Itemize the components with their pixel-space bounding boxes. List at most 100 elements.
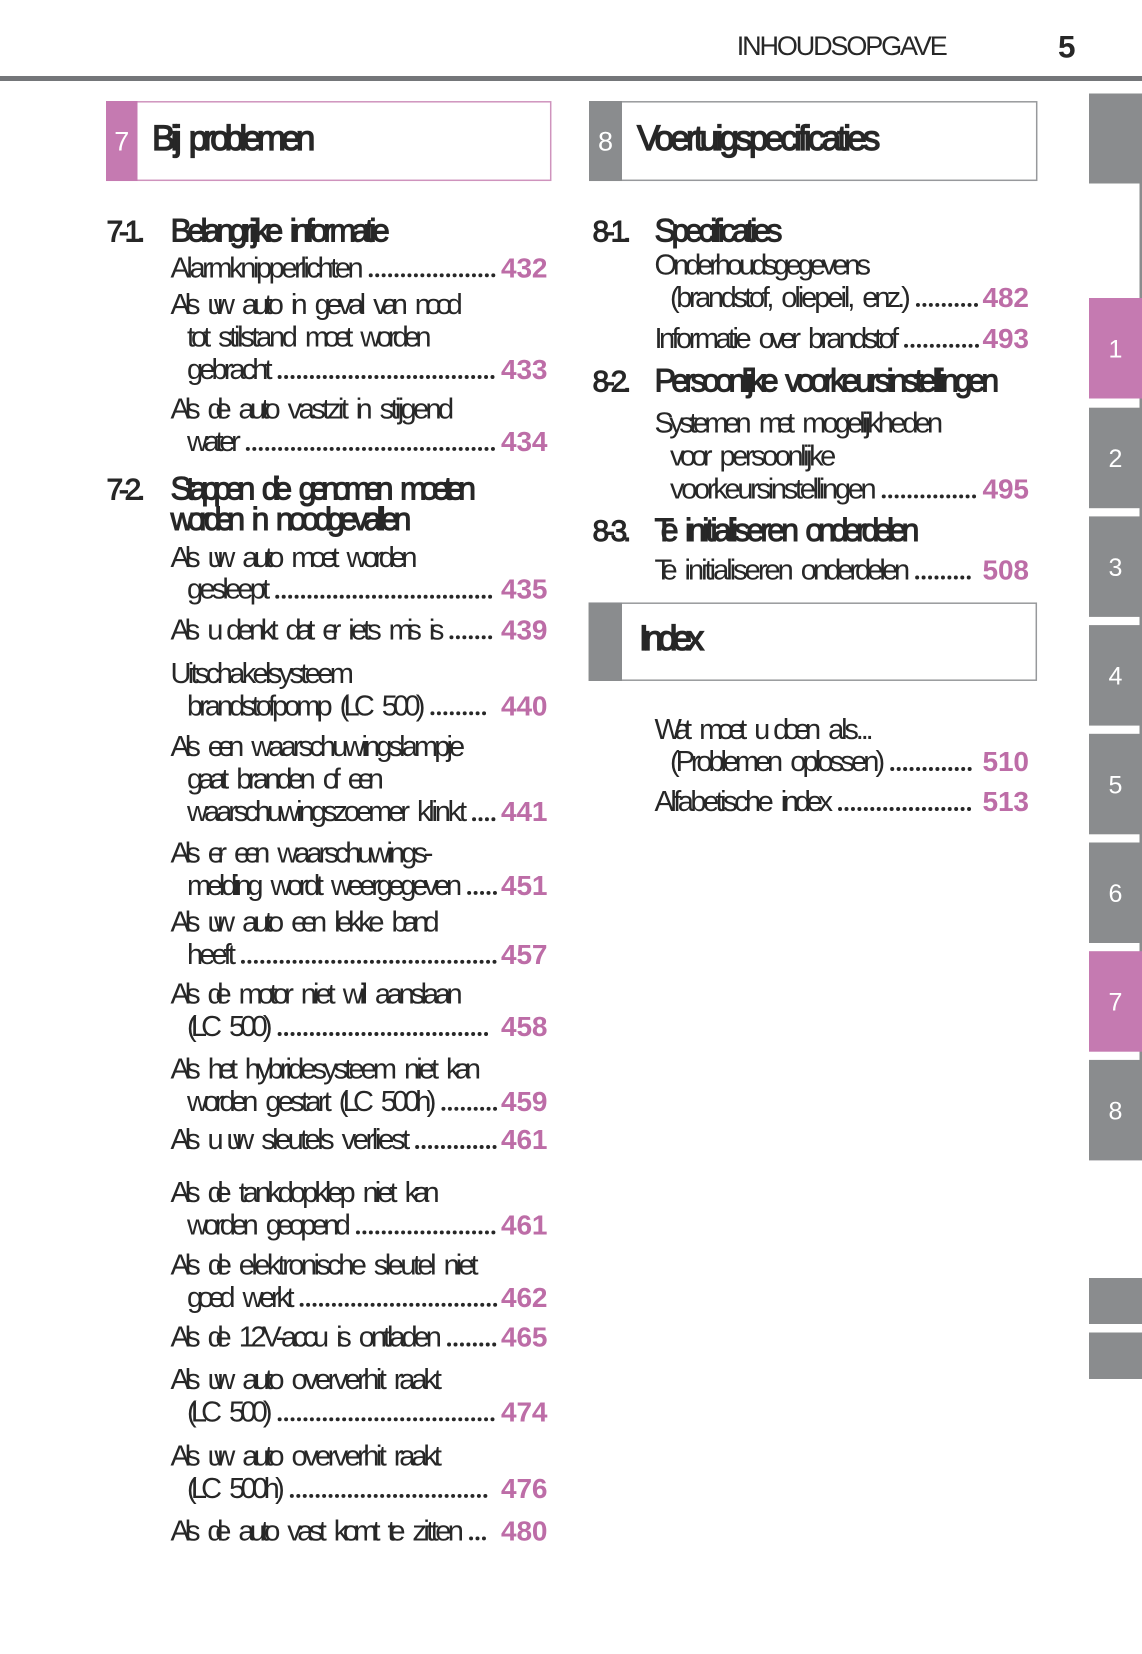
svg-text:de: de (208, 1249, 232, 1281)
svg-text:474: 474 (501, 1396, 548, 1427)
svg-text:gestart: gestart (265, 1086, 332, 1118)
svg-text:voorkeursinstellingen: voorkeursinstellingen (670, 473, 877, 505)
svg-text:raakt: raakt (394, 1440, 442, 1472)
svg-text:geval: geval (315, 289, 367, 321)
svg-text:433: 433 (501, 354, 548, 385)
svg-text:is: is (336, 1322, 352, 1354)
svg-text:aanslaan: aanslaan (375, 979, 463, 1011)
svg-text:mis: mis (389, 614, 422, 646)
svg-text:Als: Als (171, 614, 201, 646)
svg-text:worden: worden (359, 322, 431, 354)
svg-text:auto: auto (242, 289, 284, 321)
svg-text:Als: Als (171, 1515, 201, 1547)
svg-text:(Problemen: (Problemen (670, 746, 783, 778)
svg-text:Als: Als (171, 837, 201, 869)
svg-text:510: 510 (983, 746, 1030, 777)
svg-text:Als: Als (171, 1053, 201, 1085)
svg-text:440: 440 (501, 690, 548, 721)
svg-text:uw: uw (208, 542, 237, 574)
svg-text:Als: Als (171, 906, 201, 938)
svg-text:Informatie: Informatie (655, 323, 752, 355)
svg-text:12V-accu: 12V-accu (239, 1322, 330, 1354)
svg-text:geopend: geopend (266, 1209, 351, 1241)
svg-text:439: 439 (501, 614, 548, 645)
svg-text:Als: Als (171, 731, 201, 763)
svg-text:water: water (186, 426, 241, 458)
svg-text:of: of (323, 764, 342, 796)
svg-text:melding: melding (187, 870, 264, 902)
svg-text:465: 465 (501, 1322, 548, 1353)
svg-text:sleutels: sleutels (261, 1124, 334, 1156)
svg-text:verliest: verliest (342, 1124, 411, 1156)
svg-text:495: 495 (983, 473, 1030, 504)
svg-text:enz.): enz.) (862, 282, 911, 314)
svg-text:uw: uw (207, 289, 236, 321)
svg-text:(LC: (LC (187, 1396, 222, 1428)
svg-text:u: u (208, 1124, 224, 1156)
svg-text:8-2.: 8-2. (593, 366, 632, 399)
svg-text:Onderhoudsgegevens: Onderhoudsgegevens (655, 249, 872, 281)
svg-text:van: van (373, 289, 408, 321)
svg-text:lekke: lekke (334, 906, 384, 938)
svg-text:auto: auto (242, 542, 284, 574)
svg-text:in: in (252, 501, 270, 537)
svg-text:459: 459 (501, 1086, 548, 1117)
svg-text:432: 432 (501, 252, 548, 283)
svg-text:uw: uw (208, 906, 237, 938)
svg-text:wordt: wordt (270, 870, 324, 902)
svg-text:Bij: Bij (152, 119, 182, 158)
svg-text:sleutel: sleutel (374, 1249, 437, 1281)
svg-text:voor: voor (670, 440, 713, 472)
svg-text:initialiseren: initialiseren (685, 555, 794, 587)
svg-text:kan: kan (405, 1177, 440, 1209)
svg-text:het: het (208, 1053, 238, 1085)
svg-text:461: 461 (501, 1209, 548, 1240)
svg-text:worden: worden (186, 1086, 258, 1118)
svg-text:raakt: raakt (394, 1364, 442, 1396)
svg-text:onderdelen: onderdelen (805, 512, 919, 548)
svg-text:moet: moet (291, 542, 339, 574)
svg-text:persoonlijke: persoonlijke (720, 440, 837, 472)
svg-text:heeft: heeft (187, 939, 236, 971)
svg-text:index: index (781, 786, 834, 818)
svg-text:gesleept: gesleept (187, 574, 270, 606)
svg-text:uw: uw (208, 1440, 237, 1472)
svg-text:500): 500) (229, 1396, 273, 1428)
svg-text:een: een (348, 764, 384, 796)
svg-text:een: een (291, 906, 327, 938)
svg-text:klinkt: klinkt (417, 796, 467, 828)
svg-text:500): 500) (229, 1011, 273, 1043)
svg-text:513: 513 (983, 786, 1030, 817)
svg-text:een: een (234, 837, 270, 869)
svg-text:uw: uw (227, 1124, 256, 1156)
svg-text:motor: motor (239, 979, 295, 1011)
svg-text:niet: niet (404, 1053, 439, 1085)
svg-text:7-2.: 7-2. (107, 474, 146, 507)
svg-text:oververhit: oververhit (292, 1440, 387, 1472)
svg-text:476: 476 (501, 1473, 548, 1504)
svg-text:493: 493 (983, 323, 1030, 354)
svg-text:INHOUDSOPGAVE: INHOUDSOPGAVE (737, 31, 948, 61)
svg-text:Als: Als (171, 289, 201, 321)
svg-text:7: 7 (1109, 989, 1123, 1017)
svg-text:tot: tot (187, 322, 211, 354)
svg-text:500): 500) (382, 690, 426, 722)
svg-text:(LC: (LC (187, 1011, 222, 1043)
svg-text:mogelijkheden: mogelijkheden (802, 407, 943, 439)
svg-text:Als: Als (171, 1364, 201, 1396)
svg-text:vast: vast (287, 1515, 327, 1547)
svg-text:vastzit: vastzit (288, 393, 349, 425)
svg-text:458: 458 (501, 1011, 548, 1042)
svg-text:in: in (291, 289, 308, 321)
svg-text:komt: komt (334, 1515, 381, 1547)
svg-text:worden: worden (186, 1209, 259, 1241)
svg-text:in: in (356, 393, 373, 425)
svg-text:niet: niet (363, 1177, 398, 1209)
svg-text:de: de (208, 1322, 232, 1354)
svg-text:451: 451 (501, 870, 548, 901)
svg-text:Alarmknipperlichten: Alarmknipperlichten (171, 252, 364, 284)
svg-text:5: 5 (1109, 771, 1123, 799)
svg-text:8: 8 (598, 127, 613, 157)
svg-text:kan: kan (446, 1053, 481, 1085)
svg-text:waarschuwingszoemer: waarschuwingszoemer (186, 796, 410, 828)
